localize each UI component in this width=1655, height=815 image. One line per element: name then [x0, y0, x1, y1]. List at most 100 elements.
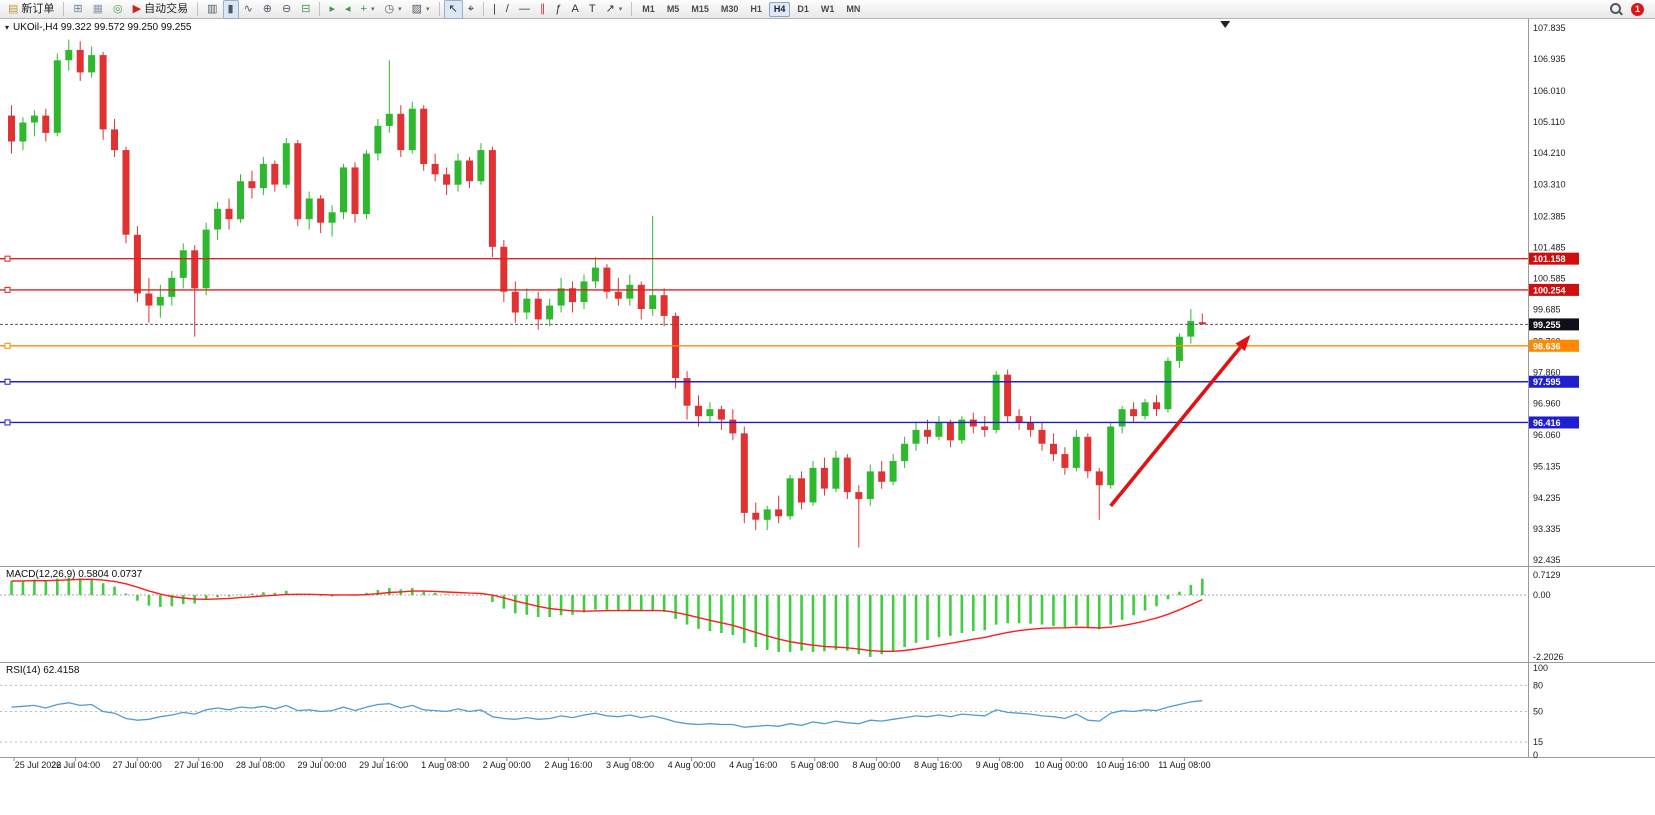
horizontal-line-tool[interactable]: —: [514, 0, 535, 19]
templates-button[interactable]: ▨ ▾: [407, 0, 435, 19]
notification-badge[interactable]: 1: [1631, 2, 1644, 16]
timeframe-d1-button[interactable]: D1: [797, 3, 809, 14]
arrows-icon: ↗: [605, 2, 615, 15]
level-handle[interactable]: [4, 255, 11, 262]
trendline-tool[interactable]: /: [501, 0, 514, 19]
candle-body: [1175, 336, 1183, 361]
candlestick-button[interactable]: ▮: [222, 0, 239, 19]
arrows-tool[interactable]: ↗ ▾: [601, 0, 628, 19]
toolbar-separator: [63, 2, 65, 16]
timeframe-h4-button[interactable]: H4: [768, 1, 791, 17]
price-axis-label: 97.860: [1533, 368, 1561, 378]
candle-body: [1130, 409, 1138, 417]
toolbar-separator: [438, 2, 440, 16]
price-level-line-100.254[interactable]: 100.254: [0, 283, 1579, 296]
price-level-line-101.158[interactable]: 101.158: [0, 252, 1579, 265]
candle-body: [1107, 426, 1115, 486]
candle-body: [901, 443, 909, 462]
candle-body: [614, 291, 622, 299]
time-axis-label: 4 Aug 16:00: [729, 760, 777, 770]
time-axis-label: 29 Jul 16:00: [359, 760, 408, 770]
level-handle[interactable]: [4, 342, 11, 349]
zoom-out-button[interactable]: ⊖: [277, 0, 296, 19]
new-chart-button[interactable]: ⊞: [68, 0, 87, 19]
autotrading-button[interactable]: ▶ 自动交易: [128, 0, 193, 19]
level-handle[interactable]: [4, 286, 11, 293]
current-price-badge: [1529, 318, 1579, 331]
candle-body: [775, 509, 783, 517]
candle-body: [946, 423, 954, 441]
candle-body: [683, 378, 691, 406]
templates-button-caret-icon[interactable]: ▾: [426, 6, 430, 13]
chart-shift-button[interactable]: ◂: [340, 0, 356, 19]
fibonacci-icon: ƒ: [555, 2, 562, 15]
trend-arrow-annotation[interactable]: [1109, 334, 1251, 508]
timeframe-m30-button[interactable]: M30: [720, 3, 739, 14]
tile-windows-button[interactable]: ⊟: [296, 0, 315, 19]
timeframe-h1-button[interactable]: H1: [750, 3, 762, 14]
channel-tool[interactable]: ∥: [535, 0, 551, 19]
add-indicator-button[interactable]: + ▾: [356, 0, 380, 19]
crosshair-button[interactable]: ⌖: [463, 0, 479, 19]
auto-scroll-icon: ▸: [329, 2, 335, 15]
candle-body: [1153, 402, 1160, 410]
candle-body: [397, 113, 405, 151]
cursor-button[interactable]: ↖: [443, 0, 463, 19]
candle-body: [454, 160, 462, 185]
timeframe-m1-button[interactable]: M1: [642, 3, 655, 14]
price-axis-label: 107.835: [1533, 23, 1566, 33]
candle-body: [168, 277, 176, 297]
candle-body: [1072, 436, 1080, 468]
candle-body: [76, 49, 84, 73]
price-level-badge: [1529, 416, 1579, 429]
candle-body: [557, 288, 565, 306]
toolbar-buttons: ▤ 新订单 ⊞ ▦ ◎ ▶ 自动交易 ▥ ▮ ∿ ⊕ ⊖ ⊟ ▸ ◂ + ▾ ◷ ▾ ▨ ▾ ↖ ⌖ | / — ∥ ƒ A T ↗ ▾ M1 M…: [3, 0, 866, 19]
price-level-line-96.416[interactable]: 96.416: [0, 416, 1579, 429]
level-handle[interactable]: [4, 378, 11, 385]
candle-body: [362, 153, 370, 215]
label-tool[interactable]: T: [584, 0, 601, 19]
community-button[interactable]: ◎: [108, 0, 128, 19]
price-level-line-97.595[interactable]: 97.595: [0, 375, 1579, 388]
price-axis-label: 101.485: [1533, 242, 1566, 252]
candle-body: [866, 471, 874, 499]
timeframe-m5-button[interactable]: M5: [666, 3, 680, 14]
new-order-button[interactable]: ▤ 新订单: [3, 0, 59, 19]
candle-body: [706, 409, 714, 417]
timeframe-m15-button[interactable]: M15: [691, 3, 709, 14]
timeframe-w1-button[interactable]: W1: [820, 3, 835, 14]
line-chart-icon: ∿: [243, 2, 253, 15]
candle-body: [1198, 322, 1206, 325]
candle-body: [809, 467, 817, 503]
auto-scroll-button[interactable]: ▸: [324, 0, 340, 19]
periods-button[interactable]: ◷ ▾: [379, 0, 406, 19]
bar-chart-button[interactable]: ▥: [202, 0, 222, 19]
line-chart-button[interactable]: ∿: [239, 0, 258, 19]
symbol-dropdown-caret[interactable]: ▾: [5, 23, 10, 32]
rsi-axis-label: 80: [1533, 680, 1543, 690]
candle-body: [500, 246, 508, 292]
arrows-tool-caret-icon[interactable]: ▾: [618, 6, 623, 13]
fibonacci-tool[interactable]: ƒ: [550, 0, 566, 19]
symbol-ohlc-header: ▾ UKOil-,H4 99.322 99.572 99.250 99.255: [5, 22, 191, 33]
price-level-badge-text: 98.636: [1533, 341, 1561, 351]
level-handle[interactable]: [4, 419, 11, 426]
rsi-axis-label: 50: [1533, 707, 1543, 717]
text-tool[interactable]: A: [566, 0, 583, 19]
price-level-line-98.636[interactable]: 98.636: [0, 339, 1579, 352]
new-order-button-label: 新订单: [21, 2, 55, 15]
candle-body: [408, 108, 416, 151]
candle-body: [88, 55, 96, 73]
periods-button-caret-icon[interactable]: ▾: [398, 6, 402, 13]
price-level-badge: [1529, 283, 1579, 296]
candle-body: [729, 419, 737, 434]
zoom-in-button[interactable]: ⊕: [258, 0, 277, 19]
price-axis-label: 104.210: [1533, 148, 1566, 158]
candle-body: [1050, 443, 1057, 455]
add-indicator-button-caret-icon[interactable]: ▾: [370, 6, 375, 13]
search-icon[interactable]: [1609, 2, 1623, 16]
vertical-line-tool[interactable]: |: [488, 0, 501, 19]
macd-signal-line: [11, 578, 1203, 652]
profiles-button[interactable]: ▦: [88, 0, 108, 19]
timeframe-mn-button[interactable]: MN: [846, 3, 861, 14]
